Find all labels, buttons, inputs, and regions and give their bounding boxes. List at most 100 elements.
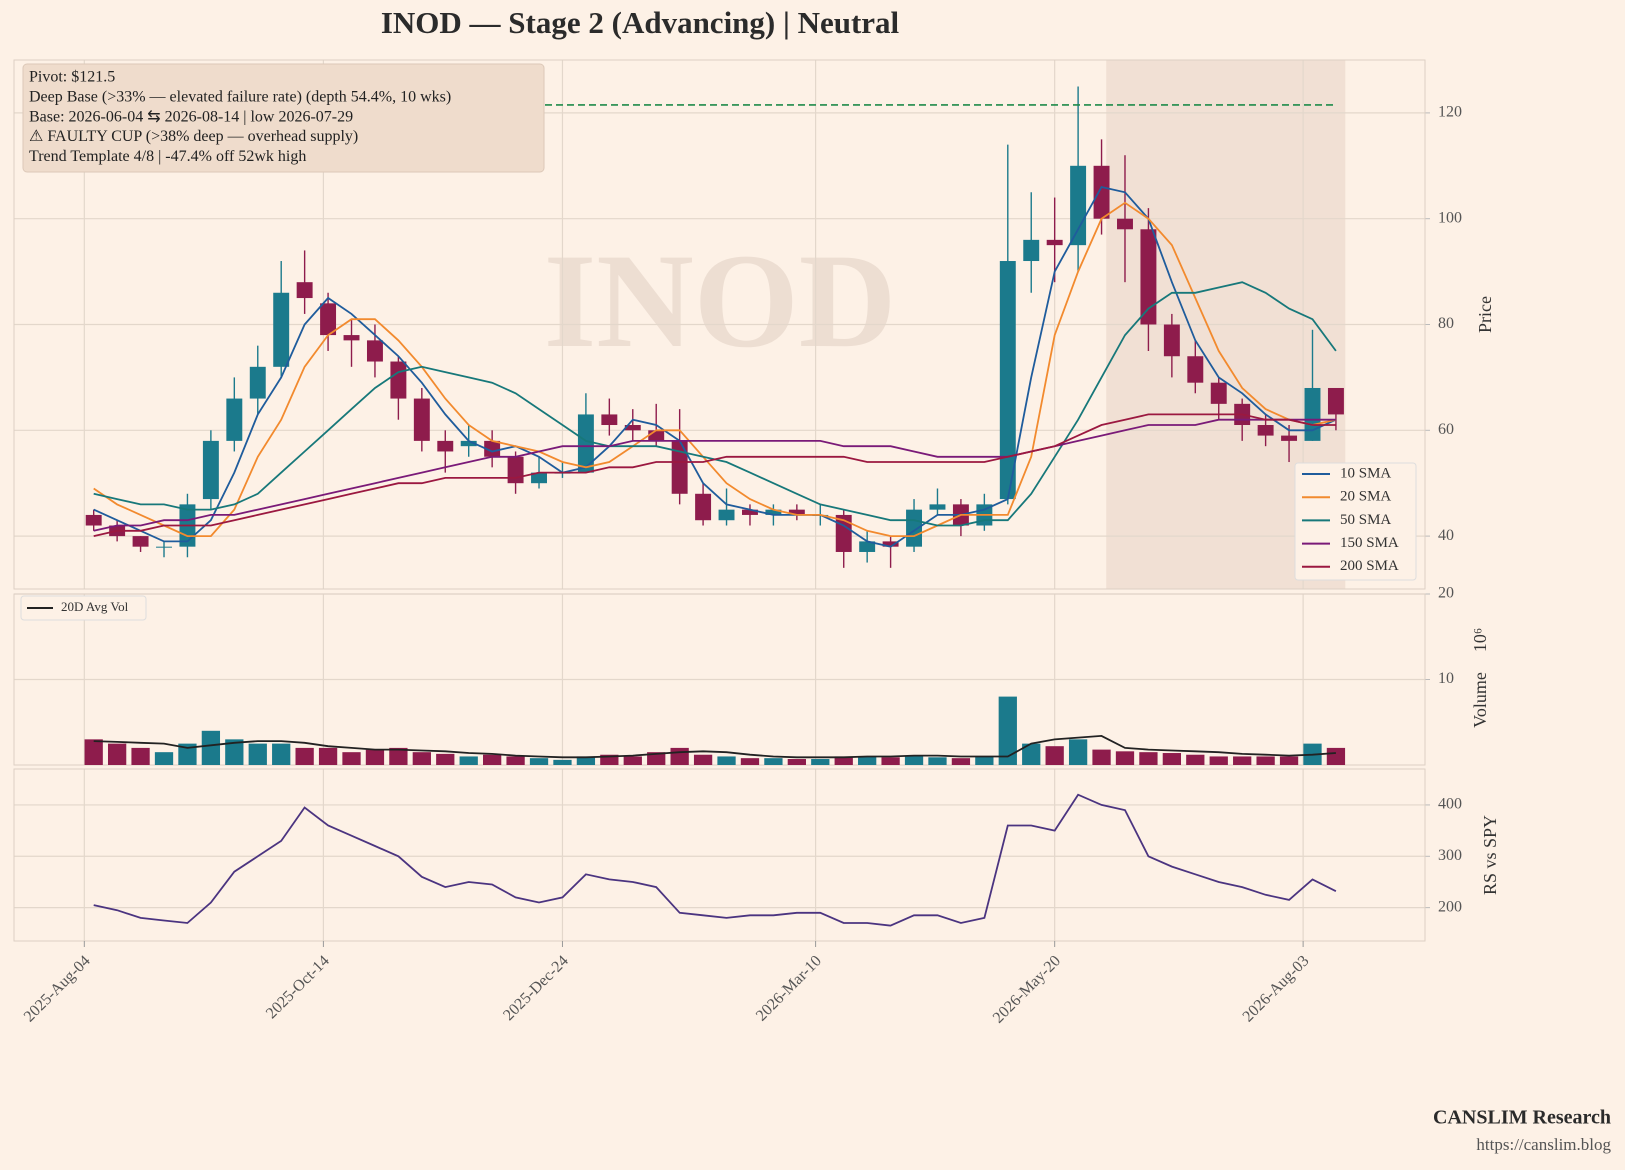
candle-body — [1140, 229, 1157, 325]
candle-body — [1304, 387, 1321, 441]
volume-bar — [881, 757, 900, 765]
volume-bar — [1139, 752, 1158, 765]
avg-volume-line — [93, 734, 1336, 759]
candle-body — [671, 440, 688, 494]
annotation-text: Deep Base (>33% — elevated failure rate)… — [29, 88, 451, 105]
annotation-text: Trend Template 4/8 | -47.4% off 52wk hig… — [29, 148, 306, 165]
y-tick-label: 400 — [1438, 796, 1462, 813]
candle-body — [1187, 356, 1204, 383]
panel-frame — [13, 59, 1426, 590]
candle-body — [765, 509, 782, 515]
volume-bar — [412, 752, 431, 765]
volume-bar — [1186, 754, 1205, 765]
volume-bar — [529, 758, 549, 765]
legend-box — [1294, 462, 1417, 581]
volume-bar — [1162, 753, 1182, 765]
volume-bar — [998, 696, 1017, 765]
y-tick-label: 100 — [1438, 209, 1462, 226]
y-tick-label: 40 — [1438, 527, 1454, 544]
volume-bar — [834, 756, 853, 765]
rs-axis-label: RS vs SPY — [1480, 815, 1500, 895]
candle-body — [320, 303, 337, 336]
candle-body — [437, 440, 454, 452]
candle-body — [1023, 239, 1040, 262]
y-tick-label: 20 — [1438, 585, 1454, 602]
volume-bar — [483, 754, 502, 765]
volume-bar — [389, 747, 408, 765]
chart-title: INOD — Stage 2 (Advancing) | Neutral — [381, 5, 900, 40]
candle-body — [1210, 382, 1227, 404]
volume-bar — [1092, 749, 1111, 765]
candle-body — [1093, 165, 1110, 219]
volume-bar — [858, 756, 877, 765]
volume-bar — [600, 754, 619, 765]
volume-bar — [107, 743, 127, 765]
volume-bar — [928, 757, 947, 765]
volume-bar — [248, 743, 267, 765]
annotation-text: Pivot: $121.5 — [29, 69, 115, 86]
volume-bar — [975, 756, 994, 765]
volume-legend-box — [20, 595, 147, 621]
candle-body — [577, 414, 594, 473]
candle-body — [648, 430, 665, 441]
candle-body — [85, 514, 102, 526]
candle-body — [999, 261, 1016, 500]
volume-bar — [623, 756, 642, 765]
candle-body — [1046, 239, 1063, 246]
volume-bar — [553, 759, 572, 765]
candle-body — [929, 504, 946, 510]
legend-label: 50 SMA — [1340, 512, 1391, 528]
rs-line — [93, 793, 1337, 927]
candle-body — [624, 425, 641, 431]
watermark: INOD — [544, 227, 897, 376]
candle-body — [742, 509, 758, 515]
candle-body — [1281, 435, 1298, 441]
sma-line — [93, 201, 1337, 537]
volume-bar — [506, 756, 525, 765]
candle-body — [1117, 218, 1133, 230]
candle-body — [695, 493, 712, 521]
volume-bar — [576, 756, 596, 765]
volume-bar — [811, 759, 830, 765]
sma-line — [93, 185, 1337, 548]
volume-scale-label: 10⁶ — [1470, 628, 1490, 652]
candle-body — [296, 282, 313, 299]
sma-line — [93, 413, 1336, 537]
volume-bar — [295, 747, 314, 765]
candle-body — [202, 440, 219, 500]
volume-bar — [647, 752, 666, 765]
panel-frame — [13, 768, 1426, 942]
volume-bar — [1256, 756, 1275, 765]
volume-axis-label: Volume — [1470, 672, 1490, 728]
legend-label: 200 SMA — [1340, 558, 1399, 574]
candle-body — [1257, 425, 1274, 436]
volume-bar — [717, 756, 736, 765]
volume-bar — [951, 758, 971, 765]
volume-bar — [154, 752, 174, 765]
volume-bar — [342, 752, 361, 765]
candle-body — [882, 541, 899, 547]
annotation-box — [22, 63, 545, 173]
y-tick-label: 300 — [1438, 847, 1462, 864]
y-tick-label: 10 — [1438, 670, 1454, 687]
legend-label: 20 SMA — [1340, 489, 1391, 505]
volume-bar — [131, 747, 150, 765]
candle-body — [788, 509, 805, 515]
volume-bar — [904, 756, 924, 765]
volume-legend-label: 20D Avg Vol — [61, 599, 129, 614]
candle-body — [1327, 387, 1344, 415]
y-tick-label: 120 — [1438, 104, 1462, 121]
legend-label: 150 SMA — [1340, 535, 1399, 551]
volume-bar — [1022, 743, 1041, 765]
volume-bar — [84, 739, 103, 765]
price-axis-label: Price — [1475, 296, 1495, 333]
candle-body — [507, 456, 524, 484]
volume-bar — [272, 743, 291, 765]
candle-body — [1070, 165, 1087, 246]
candle-body — [226, 398, 243, 441]
volume-bar — [693, 754, 713, 765]
candle-body — [718, 509, 735, 521]
candle-body — [413, 398, 430, 441]
volume-bar — [1115, 751, 1135, 765]
